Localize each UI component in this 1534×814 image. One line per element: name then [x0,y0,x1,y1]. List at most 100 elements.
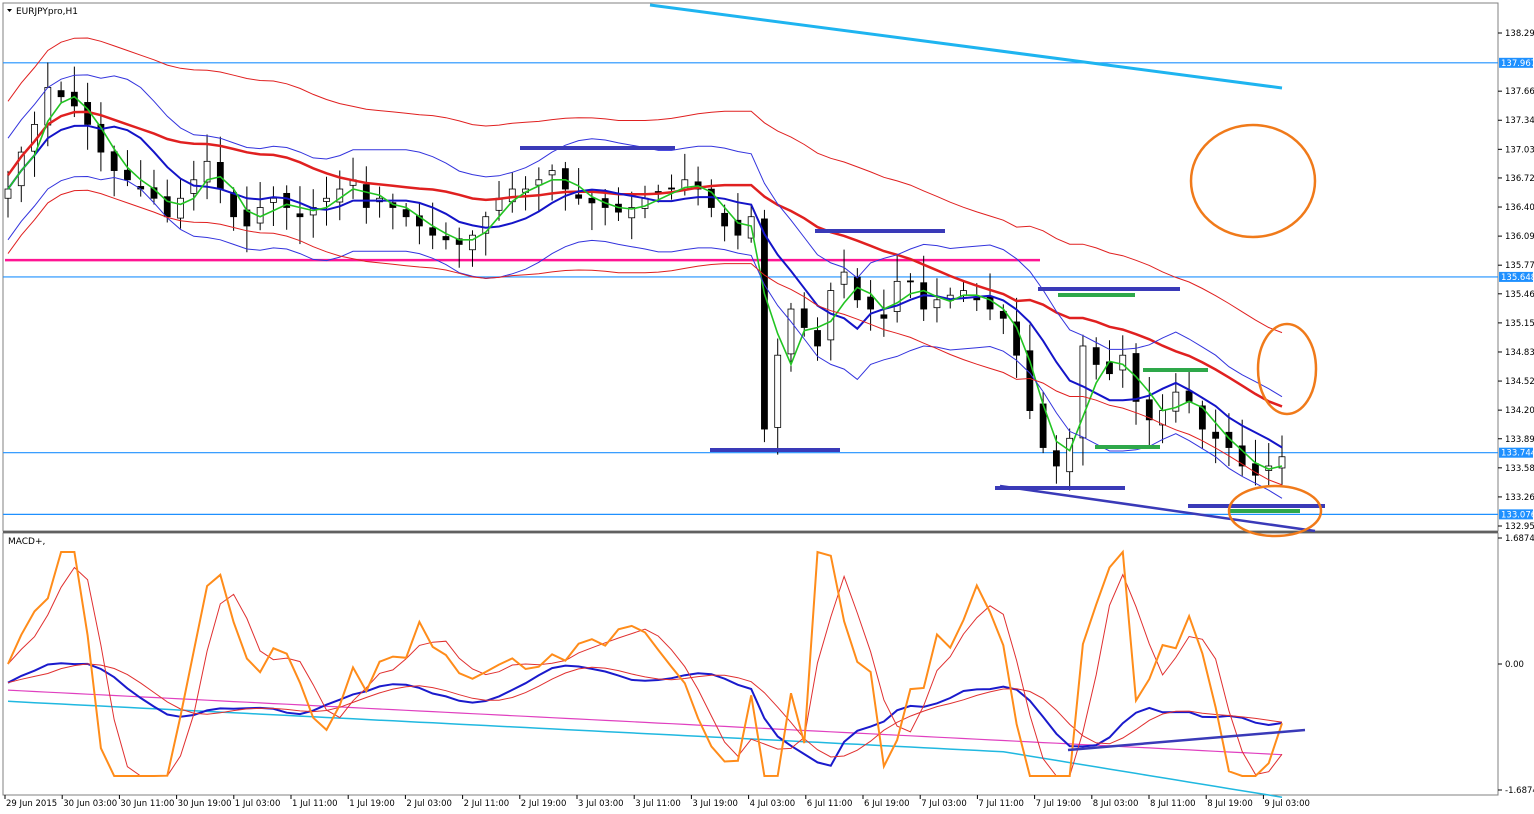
macd-tick-label: -1.6874 [1505,786,1534,796]
bollinger-lower [7,175,1283,499]
candle-body [668,187,675,190]
chart-title: EURJPYpro,H1 [16,7,78,17]
candle-body [734,219,742,236]
time-tick-label: 30 Jun 19:00 [178,799,232,809]
price-tag-box [1499,509,1533,520]
price-tag-label: 133.076 [1501,510,1534,520]
macd-cyan-line [7,700,1283,798]
candle-body [323,197,330,202]
candle-body [1079,345,1087,439]
price-tick-label: 133.895 [1505,435,1534,445]
time-tick-label: 1 Jul 11:00 [292,799,338,809]
annotation-ellipse[interactable] [1256,322,1318,416]
envelope-upper [7,37,1283,334]
candle-body [455,238,463,245]
candle-body [97,123,105,153]
candle-body [296,213,304,218]
time-tick-label: 4 Jul 03:00 [750,799,796,809]
price-tick-label: 138.290 [1505,29,1534,39]
price-tick-label: 132.950 [1505,522,1534,532]
candle-body [867,296,875,310]
candle-body [907,280,914,283]
candle-body [283,192,291,208]
price-tick-label: 133.580 [1505,464,1534,474]
candle-body [110,151,118,171]
candle-body [177,197,184,219]
candle-body [628,207,636,219]
macd-trend-line[interactable] [1067,728,1306,752]
candle-body [270,197,277,203]
macd-title: MACD+, [8,537,45,547]
time-tick-label: 7 Jul 19:00 [1036,799,1082,809]
candle-body [230,192,238,218]
candle-body [482,216,490,234]
candle-body [1238,445,1246,467]
candle-body [761,218,768,430]
time-tick-label: 9 Jul 03:00 [1264,799,1310,809]
candle-body [1026,350,1034,411]
candle-body [1145,399,1153,421]
triangle-down-icon[interactable] [7,9,12,12]
price-tag-box [1499,57,1533,68]
candle-body [163,196,171,218]
candle-body [1066,437,1074,473]
price-tick-label: 137.030 [1505,145,1534,155]
candle-body [402,209,410,218]
price-tick-label: 134.205 [1505,406,1534,416]
price-tick-label: 134.520 [1505,377,1534,387]
candle-body [840,271,848,285]
candle-body [1185,390,1193,402]
time-tick-label: 8 Jul 19:00 [1207,799,1253,809]
time-tick-label: 7 Jul 03:00 [921,799,967,809]
macd-pane [7,549,1306,798]
fast-ma-line [7,95,1283,470]
candle-body [429,227,437,236]
candle-body [1225,431,1233,448]
candle-body [124,169,131,181]
time-tick-label: 6 Jul 11:00 [807,799,853,809]
price-tick-label: 133.265 [1505,493,1534,503]
price-tag-box [1499,271,1533,282]
annotation-ellipse[interactable] [1227,484,1323,538]
candle-body [17,151,25,187]
candle-body [150,187,158,199]
time-tick-label: 2 Jul 19:00 [521,799,567,809]
price-tick-label: 137.660 [1505,87,1534,97]
macd-tick-label: 0.00 [1505,660,1524,670]
long-trend-line[interactable] [649,3,1283,90]
candle-body [469,234,476,251]
candle-body [1198,405,1206,430]
price-tag-label: 133.744 [1501,449,1534,459]
price-tag-label: 135.648 [1501,273,1534,283]
price-tick-label: 135.775 [1505,261,1534,271]
candle-body [1013,321,1020,356]
candle-body [575,194,583,199]
time-tick-label: 8 Jul 03:00 [1093,799,1139,809]
candle-body [1092,347,1100,365]
macd-magenta-line [7,689,1283,756]
macd-blue-line [7,662,1283,767]
candle-body [57,90,65,98]
time-tick-label: 2 Jul 11:00 [464,799,510,809]
chart-title-group[interactable]: EURJPYpro,H1 [7,7,78,17]
candle-body [814,330,821,347]
time-tick-label: 1 Jul 03:00 [235,799,281,809]
candle-body [362,184,370,208]
candle-body [880,314,888,319]
envelope-lower [7,189,1283,486]
candle-body [442,236,450,241]
candle-body [1212,431,1220,439]
time-tick-label: 1 Jul 19:00 [349,799,395,809]
price-tick-label: 134.835 [1505,348,1534,358]
candle-body [4,188,12,199]
price-tick-label: 137.345 [1505,116,1534,126]
time-tick-label: 3 Jul 03:00 [578,799,624,809]
time-tick-label: 6 Jul 19:00 [864,799,910,809]
candle-body [1119,354,1127,371]
price-tag-label: 137.967 [1501,59,1534,69]
annotation-ellipse[interactable] [1189,123,1317,239]
time-tick-label: 29 Jun 2015 [6,799,57,809]
descending-support-line[interactable] [999,484,1316,533]
candle-body [561,168,569,190]
